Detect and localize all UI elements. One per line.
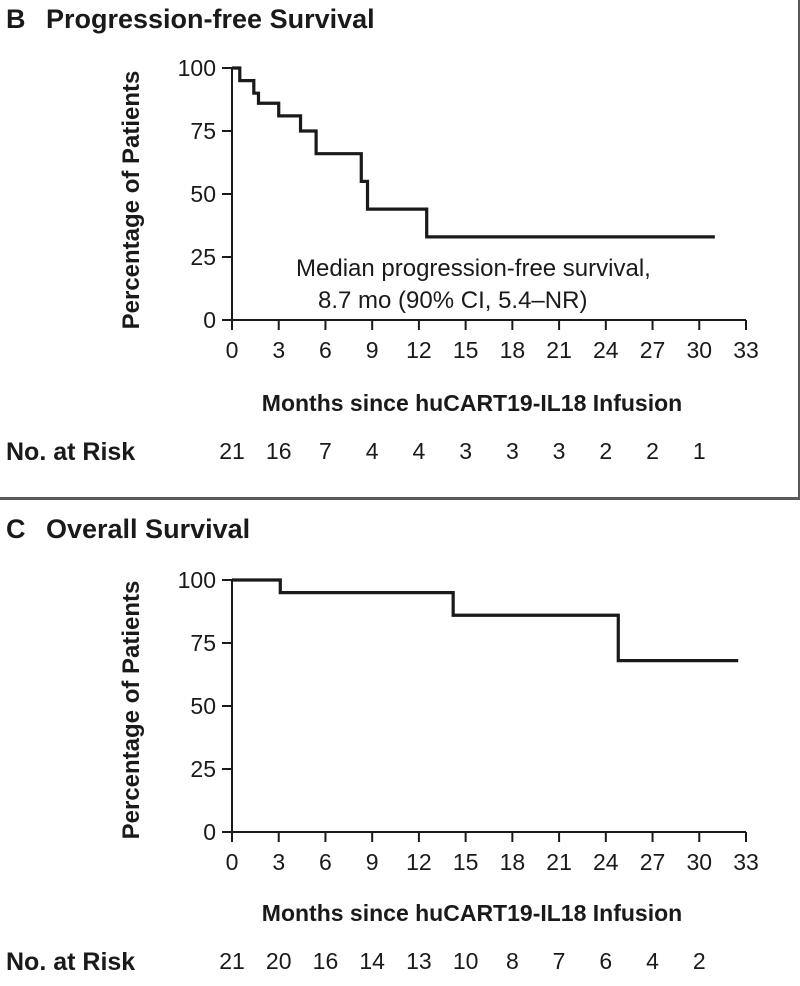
risk-count: 7	[319, 438, 332, 464]
x-tick-label: 9	[366, 337, 379, 363]
risk-count: 4	[365, 438, 379, 464]
risk-count: 20	[265, 948, 292, 974]
y-tick-label: 100	[178, 567, 216, 593]
x-tick-label: 12	[406, 337, 432, 363]
risk-count: 3	[505, 438, 519, 464]
risk-count: 10	[452, 948, 479, 974]
median-annotation-line-2: 8.7 mo (90% CI, 5.4–NR)	[318, 287, 587, 314]
panel-c-title-text: Overall Survival	[46, 514, 251, 544]
panel-c-plot: 0 25 50 75 100 0 3 6 9 12 15 18 21 24 27 30 33	[178, 567, 759, 875]
x-tick-label: 27	[640, 337, 666, 363]
x-tick-label: 18	[500, 337, 526, 363]
risk-count: 4	[412, 438, 426, 464]
survival-curve	[232, 66, 715, 239]
panel-b-risk-label: No. at Risk	[6, 438, 136, 466]
y-tick-label: 0	[203, 819, 216, 845]
x-tick-label: 9	[366, 849, 379, 875]
risk-count: 2	[646, 438, 659, 464]
y-tick-label: 0	[203, 307, 216, 333]
panel-divider	[0, 497, 800, 500]
x-tick-label: 21	[546, 849, 572, 875]
risk-count: 2	[599, 438, 613, 464]
risk-count: 16	[265, 438, 292, 464]
x-tick-label: 0	[226, 337, 239, 363]
median-annotation-line-1: Median progression-free survival,	[296, 255, 651, 282]
risk-count: 3	[552, 438, 566, 464]
x-tick-label: 24	[593, 849, 619, 875]
panel-b-title-text: Progression-free Survival	[46, 4, 375, 34]
risk-count: 6	[599, 948, 613, 974]
x-tick-label: 0	[226, 849, 239, 875]
x-tick-label: 33	[733, 849, 759, 875]
x-tick-label: 18	[500, 849, 526, 875]
survival-curve	[232, 578, 739, 663]
panel-b-x-axis-label: Months since huCART19-IL18 Infusion	[261, 390, 683, 416]
x-tick-label: 33	[733, 337, 759, 363]
risk-count: 1	[692, 438, 706, 464]
panel-c-risk-label: No. at Risk	[6, 948, 136, 976]
x-tick-label: 3	[272, 337, 285, 363]
risk-count: 2	[692, 948, 706, 974]
x-tick-label: 27	[640, 849, 666, 875]
y-tick-label: 25	[190, 756, 216, 782]
x-tick-label: 21	[546, 337, 572, 363]
panel-b-frame-right	[798, 0, 800, 498]
x-tick-label: 6	[319, 849, 332, 875]
panel-c: C Overall Survival Percentage of Patients…	[0, 500, 800, 986]
panel-c-letter: C	[6, 514, 26, 544]
y-tick-label: 75	[190, 630, 216, 656]
x-tick-label: 12	[406, 849, 432, 875]
x-tick-label: 30	[686, 849, 712, 875]
x-tick-label: 3	[272, 849, 285, 875]
risk-count: 3	[459, 438, 473, 464]
y-tick-label: 25	[190, 244, 216, 270]
panel-b-letter: B	[6, 4, 26, 34]
risk-count: 21	[219, 438, 245, 464]
x-tick-label: 15	[453, 849, 479, 875]
risk-count: 21	[219, 948, 245, 974]
y-tick-label: 50	[190, 181, 216, 207]
risk-count: 13	[406, 948, 432, 974]
y-tick-label: 75	[190, 118, 216, 144]
panel-b: B Progression-free Survival Percentage of…	[6, 4, 706, 466]
x-tick-label: 15	[453, 337, 479, 363]
risk-count: 14	[359, 948, 385, 974]
risk-count: 8	[505, 948, 519, 974]
x-tick-label: 24	[593, 337, 619, 363]
risk-count: 4	[646, 948, 659, 974]
y-tick-label: 50	[190, 693, 216, 719]
panel-b-plot: 0 25 50 75 100 0 3 6 9 12 15 18 21 24 27 30 33 Median pro…	[178, 55, 759, 363]
risk-count: 7	[552, 948, 566, 974]
x-tick-label: 6	[319, 337, 332, 363]
panel-b-title: B Progression-free Survival	[6, 4, 375, 35]
panel-c-x-axis-label: Months since huCART19-IL18 Infusion	[261, 900, 683, 926]
x-tick-label: 30	[686, 337, 712, 363]
y-tick-label: 100	[178, 55, 216, 81]
risk-count: 16	[312, 948, 339, 974]
panel-c-title: C Overall Survival	[6, 514, 250, 545]
